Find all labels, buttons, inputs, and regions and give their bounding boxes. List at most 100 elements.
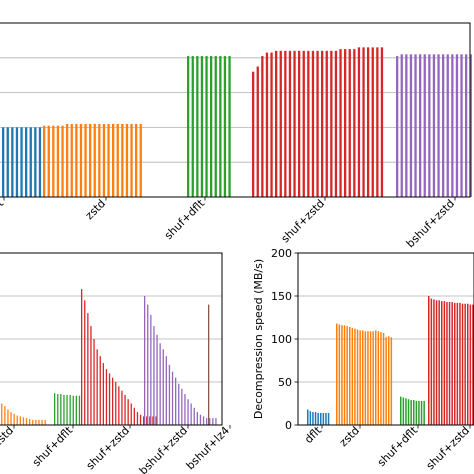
bar <box>309 411 312 425</box>
bar <box>377 331 380 425</box>
x-tick-label: zstd <box>83 197 108 222</box>
bar <box>385 337 387 425</box>
bar <box>102 363 104 425</box>
bar <box>327 412 330 425</box>
bar <box>96 349 98 425</box>
bar <box>112 377 114 425</box>
x-tick-label: shuf+dflt <box>30 423 76 469</box>
y-tick-label: 150 <box>271 290 292 303</box>
bar <box>343 325 346 425</box>
bar <box>465 54 468 197</box>
bar <box>472 304 474 425</box>
bar <box>121 390 123 425</box>
bar <box>147 304 149 425</box>
x-tick-label: shuf+zstd <box>84 424 132 472</box>
bar <box>43 125 46 197</box>
bar <box>69 394 71 425</box>
bar <box>54 393 56 425</box>
bar <box>298 50 301 198</box>
bar <box>84 123 87 197</box>
bar <box>79 123 83 197</box>
bar <box>448 302 451 425</box>
bar <box>47 125 50 197</box>
bar <box>178 383 180 425</box>
bar <box>29 418 31 425</box>
bar <box>375 330 377 425</box>
bar <box>467 303 469 425</box>
bar <box>469 304 472 425</box>
bar <box>41 419 43 425</box>
bar <box>390 337 393 425</box>
bar <box>311 50 315 198</box>
bar <box>112 123 115 197</box>
bar <box>402 397 405 425</box>
bar <box>341 325 343 425</box>
bar <box>156 334 158 425</box>
bar <box>87 313 89 425</box>
bar <box>75 395 77 425</box>
bar <box>20 127 23 197</box>
bar <box>261 56 264 198</box>
bar <box>293 50 296 198</box>
bar <box>322 412 325 425</box>
x-tick-label: dflt <box>0 196 7 219</box>
bar <box>316 50 319 198</box>
bar <box>149 416 151 425</box>
bar <box>415 400 418 425</box>
bar <box>208 304 210 425</box>
bar <box>10 412 12 425</box>
bar <box>307 409 309 425</box>
x-tick-label: bshuf+zstd <box>404 197 457 250</box>
bar <box>152 416 154 425</box>
bar <box>334 50 338 198</box>
bar <box>364 331 367 425</box>
bar <box>143 416 145 425</box>
bar <box>75 123 78 197</box>
bar <box>1 403 3 425</box>
bar <box>409 54 413 197</box>
bar <box>432 54 436 197</box>
bar <box>6 127 9 197</box>
bar <box>362 47 365 197</box>
bar <box>175 377 177 425</box>
bar <box>139 414 142 425</box>
bar <box>228 56 231 198</box>
bar <box>428 54 431 197</box>
bar <box>162 349 164 425</box>
bar <box>13 413 15 425</box>
bar <box>118 386 120 425</box>
bar <box>205 56 208 198</box>
bar <box>105 369 108 425</box>
axes-frame <box>0 252 223 426</box>
bar <box>121 123 124 197</box>
bottom-left-panel: zstd shuf+dflt shuf+zstd bshuf+zstdbshuf+lz… <box>0 252 232 474</box>
bar <box>338 324 341 425</box>
bar <box>60 394 62 425</box>
bar <box>52 125 55 197</box>
bar <box>90 326 92 425</box>
bar <box>418 400 420 425</box>
bottom-right-panel: dflt zstd shuf+dflt shuf+zstd 0 50 100 150 200 De… <box>252 247 474 472</box>
bar <box>456 302 459 425</box>
bar <box>443 301 446 425</box>
bar <box>66 123 69 197</box>
bar <box>405 398 407 425</box>
bar <box>256 66 259 197</box>
bar <box>108 373 111 425</box>
bar <box>93 123 96 197</box>
bar <box>451 54 454 197</box>
bar <box>191 56 194 198</box>
bar <box>210 56 213 198</box>
bar <box>320 412 322 425</box>
bar <box>423 400 425 425</box>
bar <box>428 296 430 425</box>
bar <box>81 289 83 425</box>
bar <box>78 395 81 425</box>
bar <box>376 47 379 197</box>
bar <box>356 329 359 425</box>
x-tick-label: shuf+zstd <box>424 424 472 472</box>
bar <box>93 339 95 425</box>
bar <box>107 123 110 197</box>
x-tick-label: dflt <box>302 423 325 446</box>
